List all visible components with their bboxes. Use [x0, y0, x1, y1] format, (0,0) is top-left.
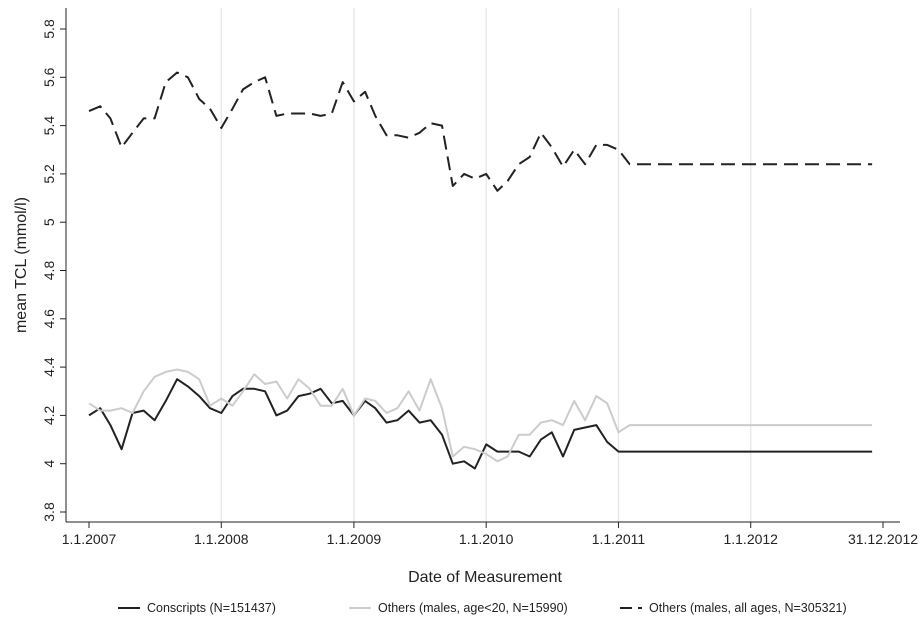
y-tick-label: 4.4: [41, 357, 57, 377]
x-tick-label: 31.12.2012: [848, 531, 918, 547]
y-tick-label: 4.2: [41, 405, 57, 425]
y-axis-title: mean TCL (mmol/l): [13, 197, 30, 333]
y-axis-ticks: 3.8 4 4.2 4.4 4.6 4.8 5 5.2 5.4 5.6 5.8: [41, 19, 66, 522]
x-tick-label: 1.1.2012: [723, 531, 778, 547]
y-tick-label: 5.2: [41, 164, 57, 184]
series-lines: [88, 71, 873, 470]
legend-label-2: Others (males, age<20, N=15990): [378, 601, 568, 615]
y-tick-label: 4.6: [41, 309, 57, 329]
x-tick-label: 1.1.2011: [592, 531, 646, 547]
y-tick-label: 4.8: [41, 261, 57, 281]
y-tick-label: 5.8: [41, 19, 57, 39]
x-tick-label: 1.1.2010: [459, 531, 514, 547]
gridlines: [220, 8, 752, 522]
series-line-1: [88, 378, 873, 470]
series-line-3: [88, 71, 873, 192]
x-tick-label: 1.1.2007: [62, 531, 117, 547]
legend: Conscripts (N=151437) Others (males, age<…: [118, 601, 847, 615]
x-tick-label: 1.1.2009: [327, 531, 382, 547]
x-axis-title: Date of Measurement: [408, 569, 562, 586]
legend-label-1: Conscripts (N=151437): [147, 601, 276, 615]
y-tick-label: 4: [41, 460, 57, 468]
legend-label-3: Others (males, all ages, N=305321): [649, 601, 847, 615]
y-tick-label: 5.6: [41, 67, 57, 87]
x-axis-ticks: 1.1.2007 1.1.2008 1.1.2009 1.1.2010 1.1.2011…: [62, 522, 918, 547]
x-tick-label: 1.1.2008: [194, 531, 249, 547]
series-line-2: [88, 368, 873, 463]
y-tick-label: 5: [41, 218, 57, 226]
y-tick-label: 3.8: [41, 502, 57, 522]
y-tick-label: 5.4: [41, 116, 57, 136]
